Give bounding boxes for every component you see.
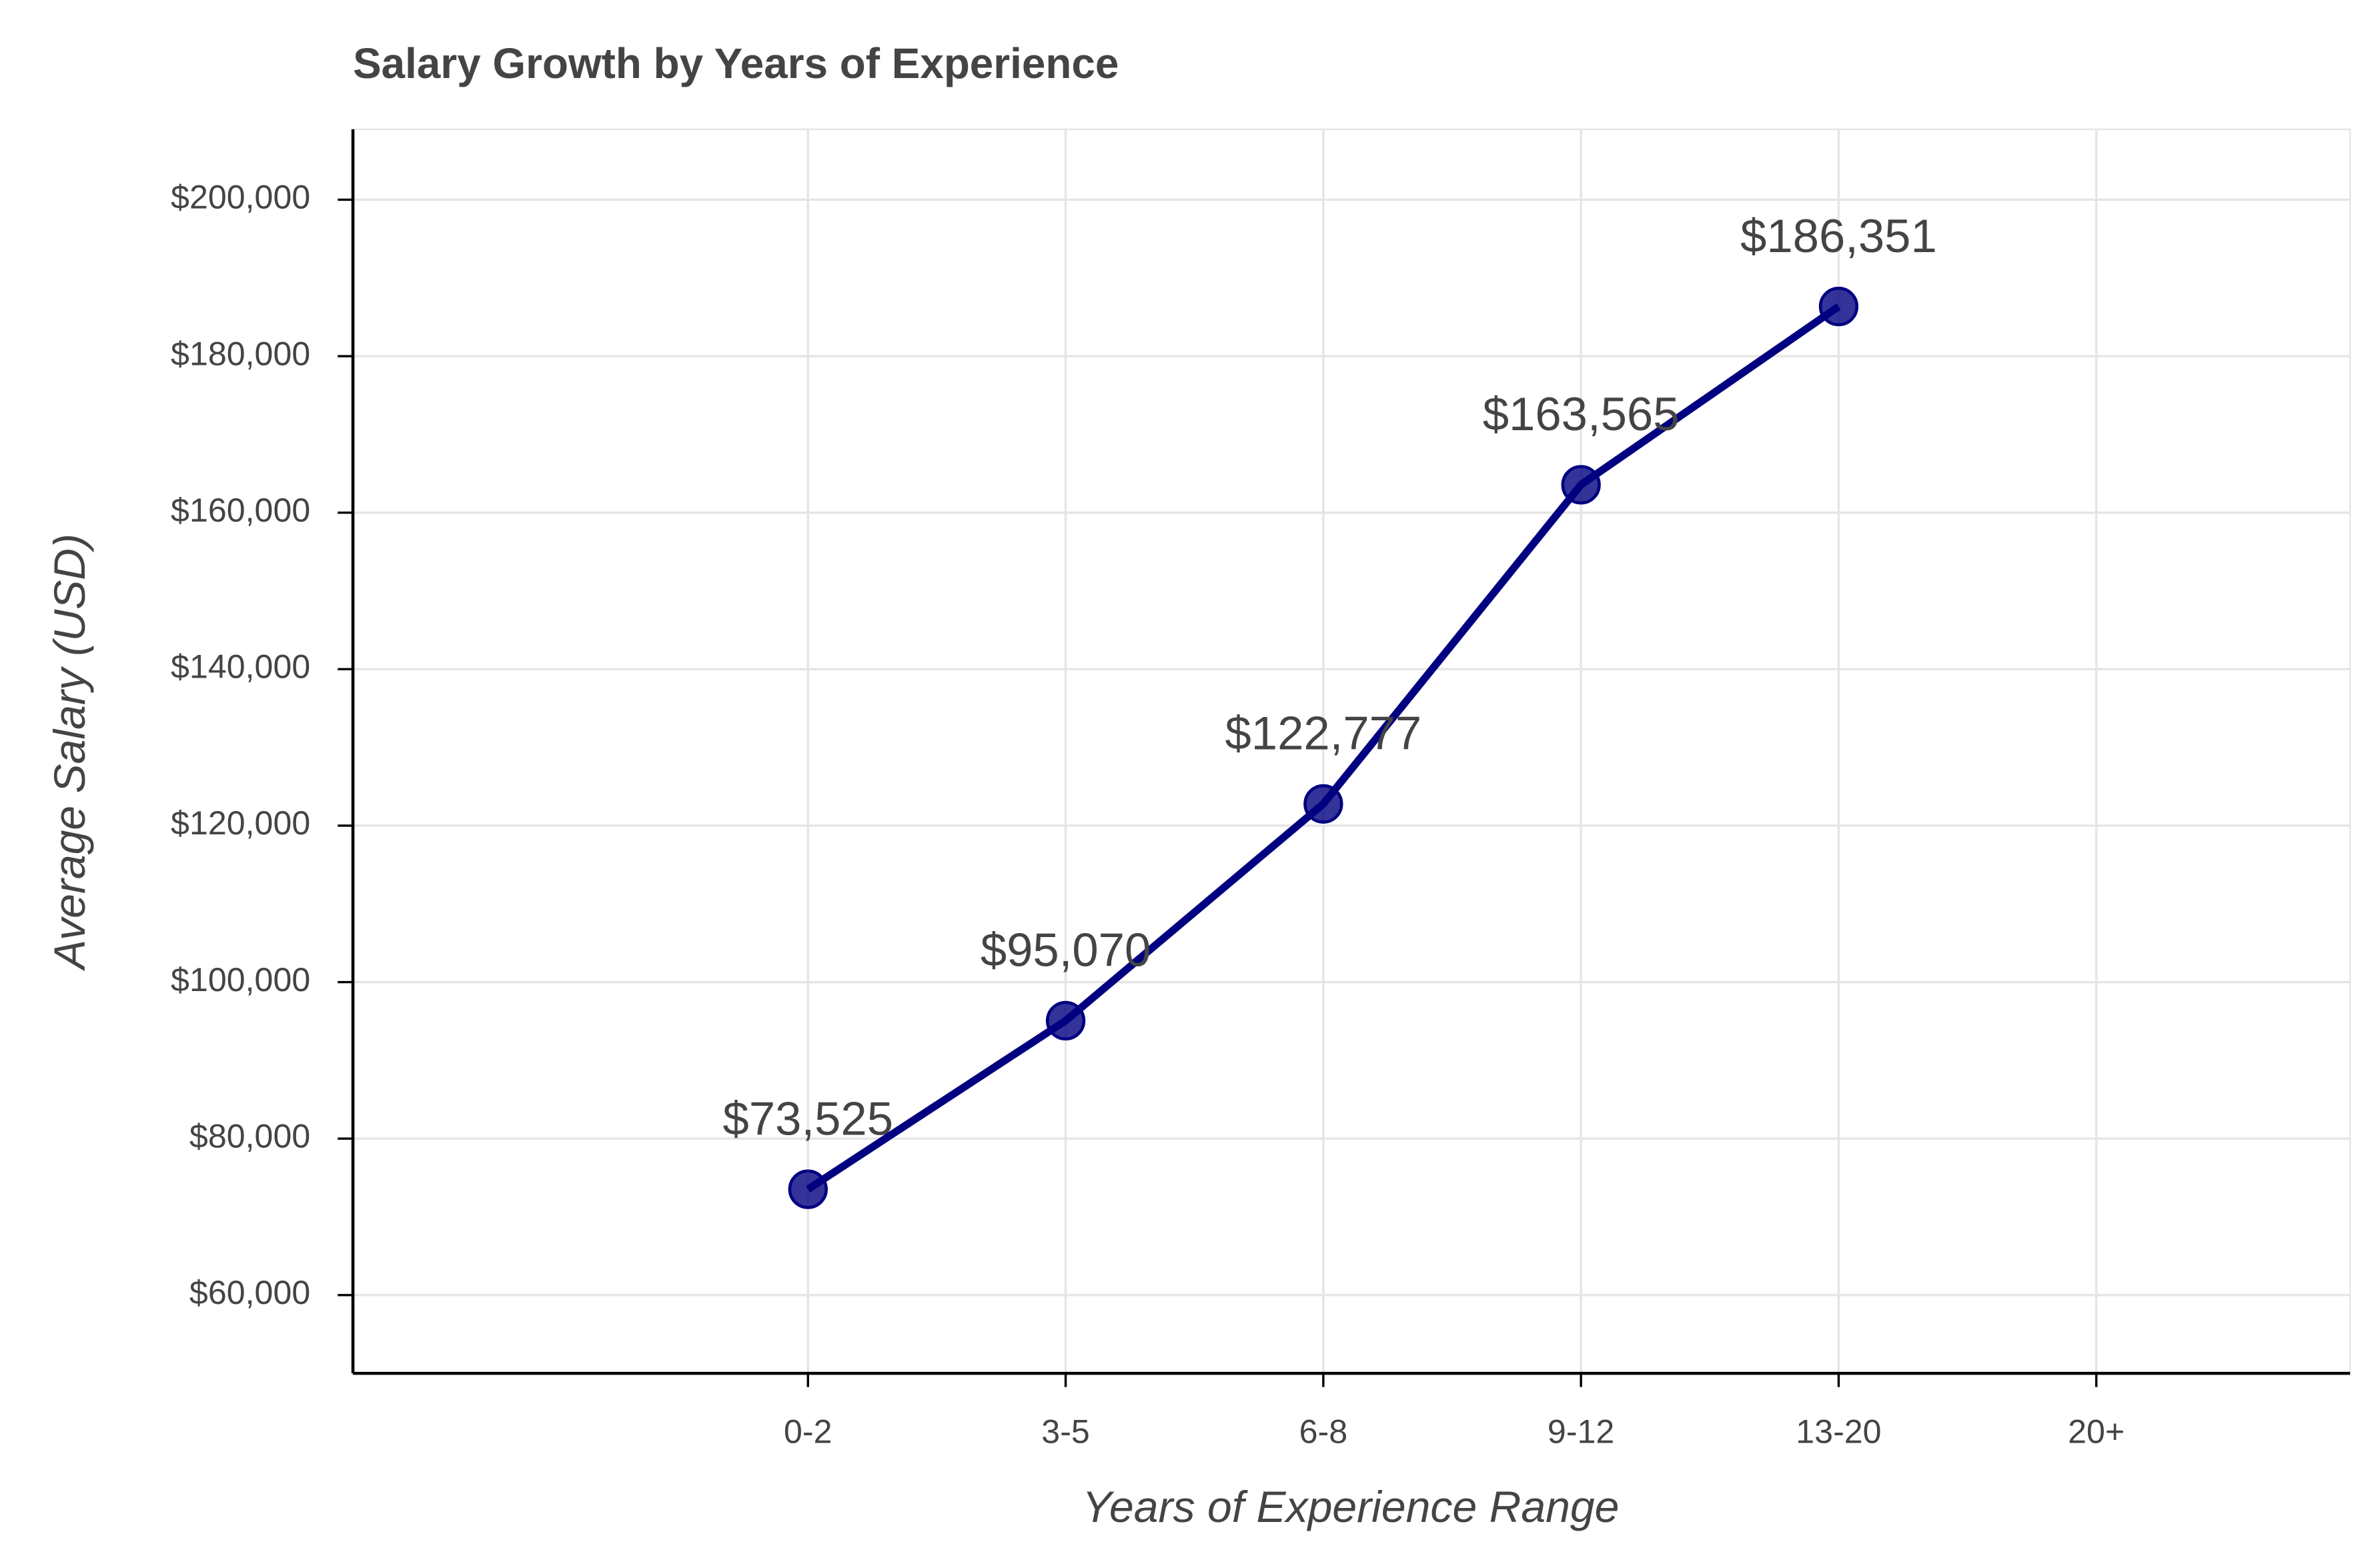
data-label: $163,565	[1483, 387, 1680, 440]
y-tick-label: $180,000	[171, 335, 310, 372]
x-tick-label: 13-20	[1796, 1413, 1881, 1451]
x-tick-label: 6-8	[1299, 1413, 1348, 1451]
data-point	[1561, 465, 1601, 505]
x-tick-label: 9-12	[1548, 1413, 1614, 1451]
x-axis-title: Years of Experience Range	[1083, 1483, 1620, 1532]
data-label: $73,525	[723, 1092, 893, 1144]
y-tick-label: $120,000	[171, 804, 310, 842]
data-point	[1303, 784, 1343, 824]
data-label: $186,351	[1740, 209, 1937, 262]
y-tick-label: $60,000	[189, 1274, 310, 1311]
data-label: $122,777	[1225, 707, 1421, 760]
data-point	[1045, 1000, 1086, 1041]
data-label: $95,070	[981, 924, 1151, 976]
y-tick-label: $100,000	[171, 961, 310, 998]
chart-title: Salary Growth by Years of Experience	[353, 39, 1119, 87]
x-tick-label: 20+	[2068, 1413, 2125, 1451]
y-tick-label: $160,000	[171, 492, 310, 529]
x-tick-label: 0-2	[784, 1413, 832, 1451]
x-tick-label: 3-5	[1041, 1413, 1090, 1451]
y-axis-title: Average Salary (USD)	[45, 534, 95, 972]
y-tick-label: $140,000	[171, 648, 310, 686]
data-point	[1818, 286, 1859, 327]
y-tick-label: $200,000	[171, 179, 310, 216]
data-point	[788, 1169, 828, 1209]
y-tick-label: $80,000	[189, 1117, 310, 1154]
